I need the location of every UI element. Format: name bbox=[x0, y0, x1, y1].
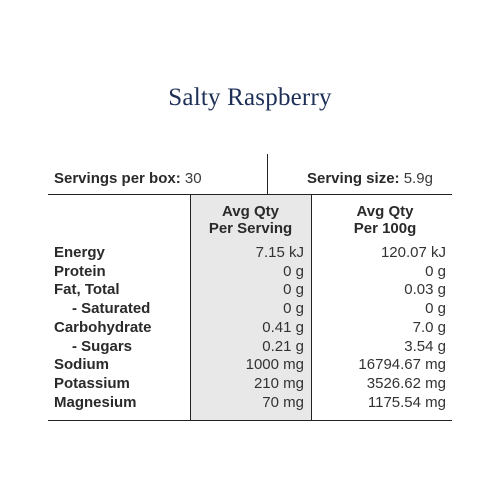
serving-size-value: 5.9g bbox=[403, 170, 433, 187]
row-per-100g-saturated: 0 g bbox=[425, 300, 446, 317]
per-serving-header: Avg Qty Per Serving bbox=[190, 203, 311, 237]
row-per-serving-carbohydrate: 0.41 g bbox=[262, 319, 304, 336]
row-per-100g-protein: 0 g bbox=[425, 263, 446, 280]
row-per-100g-magnesium: 1175.54 mg bbox=[367, 394, 446, 411]
row-per-100g-sodium: 16794.67 mg bbox=[358, 356, 446, 373]
row-per-serving-fat-total: 0 g bbox=[283, 281, 304, 298]
row-per-100g-carbohydrate: 7.0 g bbox=[412, 319, 446, 336]
row-per-serving-saturated: 0 g bbox=[283, 300, 304, 317]
table-top-border bbox=[48, 194, 452, 195]
serving-size-label: Serving size: bbox=[307, 170, 400, 187]
row-per-serving-energy: 7.15 kJ bbox=[255, 244, 304, 261]
row-per-serving-sugars: 0.21 g bbox=[262, 338, 304, 355]
row-label-energy: Energy bbox=[54, 244, 105, 261]
product-title: Salty Raspberry bbox=[168, 84, 332, 111]
servings-per-box: Servings per box: 30 bbox=[54, 169, 202, 188]
row-per-100g-fat-total: 0.03 g bbox=[404, 281, 446, 298]
serving-size: Serving size: 5.9g bbox=[307, 169, 433, 188]
per-serving-right-border bbox=[311, 194, 312, 420]
per-100g-header-line2: Per 100g bbox=[353, 220, 417, 237]
per-100g-header-line1: Avg Qty bbox=[356, 203, 414, 220]
row-per-serving-sodium: 1000 mg bbox=[245, 356, 304, 373]
row-label-carbohydrate: Carbohydrate bbox=[54, 319, 152, 336]
row-label-fat-total: Fat, Total bbox=[54, 281, 120, 298]
servings-per-box-label: Servings per box: bbox=[54, 170, 181, 187]
per-serving-header-line2: Per Serving bbox=[208, 220, 293, 237]
per-100g-header: Avg Qty Per 100g bbox=[320, 203, 450, 237]
row-per-100g-energy: 120.07 kJ bbox=[380, 244, 446, 261]
row-label-saturated: - Saturated bbox=[72, 300, 151, 317]
row-per-100g-potassium: 3526.62 mg bbox=[366, 375, 446, 392]
row-label-sugars: - Sugars bbox=[72, 338, 133, 355]
row-label-sodium: Sodium bbox=[54, 356, 109, 373]
row-per-serving-magnesium: 70 mg bbox=[262, 394, 304, 411]
row-per-100g-sugars: 3.54 g bbox=[404, 338, 446, 355]
row-label-potassium: Potassium bbox=[54, 375, 130, 392]
servings-per-box-value: 30 bbox=[184, 170, 202, 187]
per-serving-left-border bbox=[190, 194, 191, 420]
row-label-magnesium: Magnesium bbox=[54, 394, 137, 411]
row-label-protein: Protein bbox=[54, 263, 106, 280]
per-serving-header-line1: Avg Qty bbox=[222, 203, 279, 220]
row-per-serving-protein: 0 g bbox=[283, 263, 304, 280]
row-per-serving-potassium: 210 mg bbox=[253, 375, 304, 392]
table-bottom-border bbox=[48, 420, 452, 421]
per-serving-column-shade bbox=[190, 195, 311, 420]
servings-divider bbox=[267, 154, 268, 194]
